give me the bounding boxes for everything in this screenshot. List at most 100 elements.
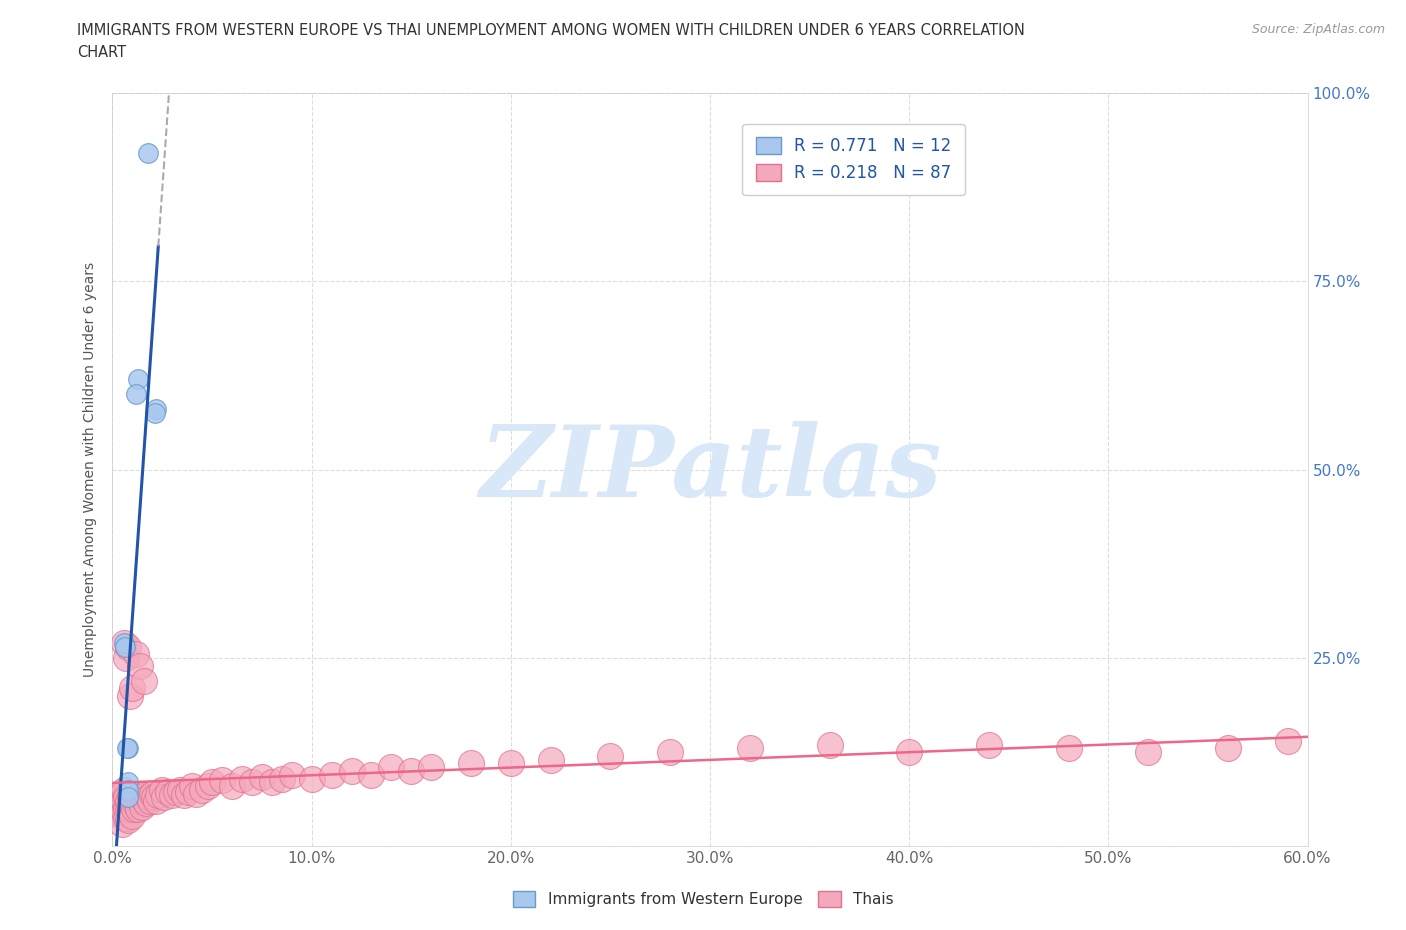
Point (117, 813, 139, 828)
Point (114, 782, 135, 797)
Legend: R = 0.771   N = 12, R = 0.218   N = 87: R = 0.771 N = 12, R = 0.218 N = 87 (742, 124, 965, 195)
Point (111, 786, 134, 801)
Point (125, 786, 148, 801)
Point (117, 803, 139, 817)
Point (131, 800, 153, 815)
Text: IMMIGRANTS FROM WESTERN EUROPE VS THAI UNEMPLOYMENT AMONG WOMEN WITH CHILDREN UN: IMMIGRANTS FROM WESTERN EUROPE VS THAI U… (77, 23, 1025, 38)
Text: ZIPatlas: ZIPatlas (479, 421, 941, 518)
Point (460, 756, 482, 771)
Point (120, 790, 142, 804)
Point (117, 639, 139, 654)
Point (114, 635, 135, 650)
Point (659, 745, 682, 760)
Point (1216, 741, 1239, 756)
Legend: Immigrants from Western Europe, Thais: Immigrants from Western Europe, Thais (506, 884, 900, 913)
Point (186, 786, 208, 801)
Point (599, 749, 621, 764)
Point (301, 771, 323, 786)
Point (181, 778, 204, 793)
Point (157, 785, 180, 800)
Point (1137, 745, 1160, 760)
Point (117, 741, 139, 756)
Point (141, 786, 163, 801)
Point (260, 775, 283, 790)
Point (138, 146, 160, 161)
Point (221, 778, 243, 793)
Point (977, 737, 1000, 752)
Point (120, 688, 142, 703)
Point (139, 793, 162, 808)
Point (121, 809, 143, 824)
Point (281, 767, 304, 782)
Point (401, 764, 423, 778)
Point (138, 790, 160, 804)
Point (131, 788, 153, 803)
Point (143, 405, 166, 420)
Point (120, 802, 142, 817)
Point (114, 639, 136, 654)
Point (150, 782, 173, 797)
Point (114, 793, 135, 808)
Point (127, 790, 149, 804)
Point (129, 658, 152, 673)
Point (380, 760, 402, 775)
Point (115, 651, 138, 666)
Point (111, 809, 134, 824)
Point (110, 797, 132, 812)
Point (110, 790, 132, 804)
Point (111, 802, 134, 817)
Point (111, 793, 134, 808)
Point (134, 673, 156, 688)
Point (145, 402, 167, 417)
Point (818, 737, 841, 752)
Point (117, 790, 139, 804)
Point (115, 810, 138, 825)
Point (540, 752, 562, 767)
Point (211, 773, 233, 788)
Point (231, 771, 253, 786)
Point (117, 775, 139, 790)
Point (124, 790, 146, 804)
Point (115, 790, 138, 804)
Point (162, 788, 183, 803)
Point (153, 790, 176, 804)
Point (121, 681, 143, 696)
Point (169, 782, 191, 797)
Point (898, 745, 921, 760)
Point (127, 372, 149, 387)
Point (121, 797, 143, 812)
Point (201, 775, 224, 790)
Point (145, 793, 167, 808)
Point (499, 756, 522, 771)
Point (1277, 734, 1299, 749)
Point (191, 782, 214, 797)
Point (240, 775, 263, 790)
Point (114, 635, 135, 650)
Point (321, 767, 343, 782)
Point (197, 778, 219, 793)
Y-axis label: Unemployment Among Women with Children Under 6 years: Unemployment Among Women with Children U… (83, 262, 97, 677)
Point (121, 786, 143, 801)
Point (115, 802, 138, 817)
Point (420, 760, 443, 775)
Point (1057, 741, 1080, 756)
Point (143, 790, 166, 804)
Point (360, 767, 382, 782)
Point (177, 785, 200, 800)
Point (125, 387, 148, 402)
Point (340, 764, 363, 778)
Point (250, 769, 273, 784)
Point (111, 817, 134, 831)
Point (135, 795, 157, 810)
Point (117, 793, 139, 808)
Point (738, 741, 761, 756)
Point (125, 646, 148, 661)
Point (270, 771, 292, 786)
Text: Source: ZipAtlas.com: Source: ZipAtlas.com (1251, 23, 1385, 36)
Point (114, 805, 135, 820)
Point (127, 802, 149, 817)
Point (129, 793, 152, 808)
Point (125, 797, 148, 812)
Point (148, 788, 170, 803)
Text: CHART: CHART (77, 45, 127, 60)
